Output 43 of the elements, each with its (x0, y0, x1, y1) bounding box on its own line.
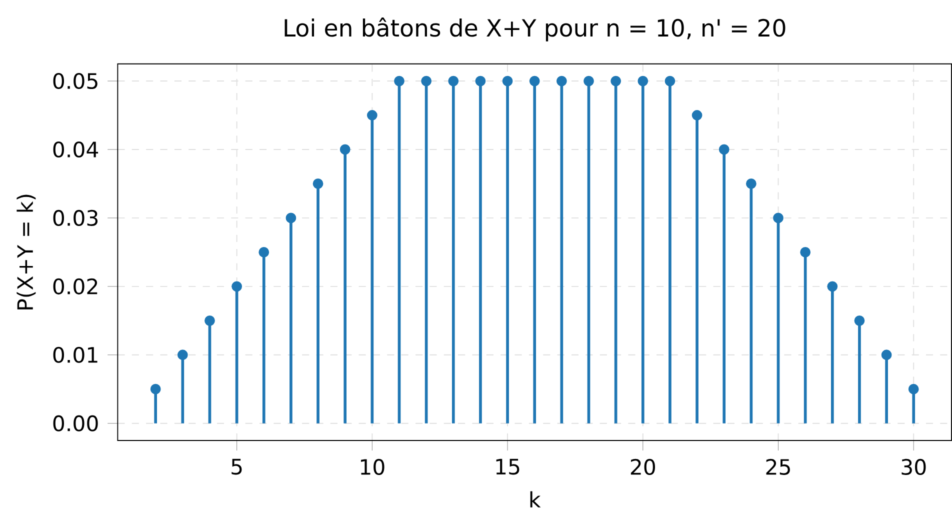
y-tick-label: 0.04 (53, 141, 98, 158)
point (773, 212, 784, 224)
point (286, 212, 296, 224)
x-tick-label: 30 (902, 458, 926, 475)
y-tick-label: 0.00 (53, 415, 98, 432)
x-axis-title: k (530, 491, 541, 508)
y-tick-label: 0.01 (53, 346, 98, 363)
point (340, 144, 350, 155)
x-tick-label: 15 (496, 458, 520, 475)
point (827, 281, 838, 292)
point (502, 76, 513, 86)
point (312, 178, 324, 189)
point (718, 144, 730, 155)
x-tick-label: 20 (630, 458, 656, 475)
point (692, 110, 702, 120)
point (366, 110, 378, 120)
y-tick-label: 0.02 (53, 278, 98, 294)
point (584, 76, 594, 86)
point (177, 350, 188, 360)
point (150, 384, 161, 394)
point (638, 76, 648, 86)
point (854, 315, 865, 326)
point (610, 76, 622, 86)
point (746, 178, 756, 189)
point (664, 76, 676, 86)
chart-title: Loi en bâtons de X+Y pour n = 10, n' = 20 (284, 17, 786, 42)
point (258, 246, 270, 258)
x-tick-label: 5 (232, 458, 242, 475)
point (204, 315, 215, 326)
y-tick-label: 0.05 (53, 72, 98, 89)
point (421, 76, 432, 86)
point (881, 350, 892, 360)
point (394, 76, 404, 86)
x-tick-label: 10 (360, 458, 384, 475)
x-tick-label: 25 (766, 458, 790, 475)
point (529, 76, 540, 86)
point (800, 246, 811, 258)
point (556, 76, 567, 86)
point (475, 76, 486, 86)
y-axis-title: P(X+Y = k) (16, 194, 36, 310)
point (448, 76, 459, 86)
point (232, 281, 242, 292)
y-tick-label: 0.03 (53, 210, 98, 226)
